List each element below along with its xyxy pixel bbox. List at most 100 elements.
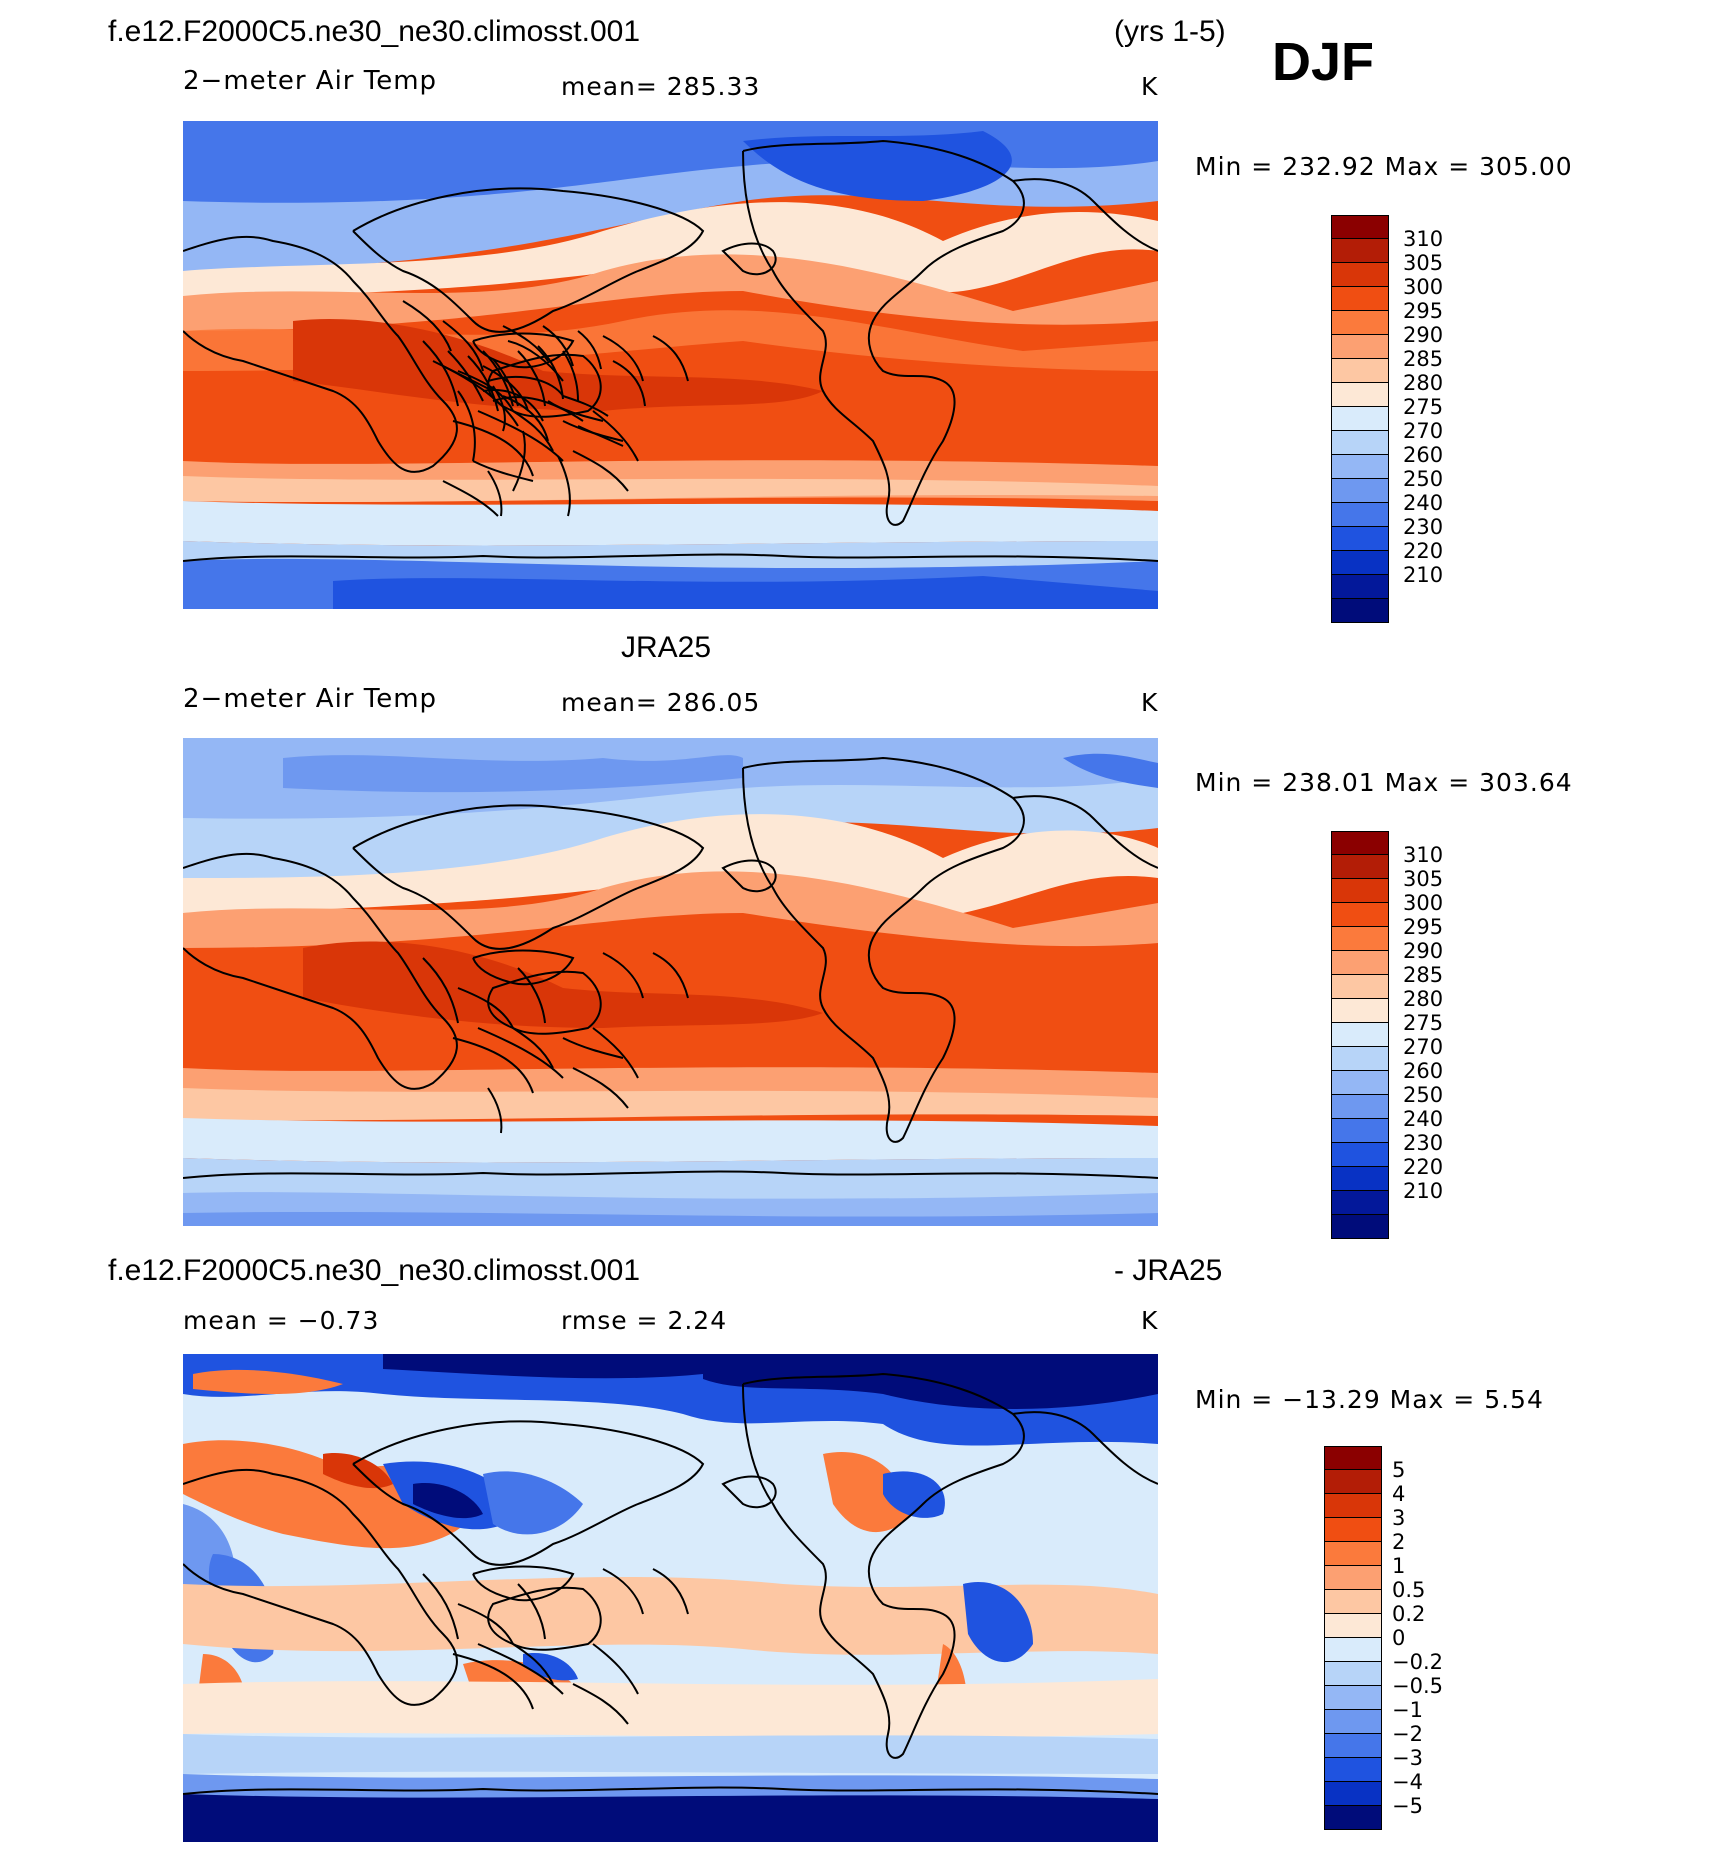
- colorbar-label: 300: [1403, 891, 1444, 915]
- colorbar-swatch: [1324, 1758, 1382, 1782]
- colorbar-swatch: [1331, 855, 1389, 879]
- panel2-variable: 2−meter Air Temp: [183, 684, 438, 714]
- colorbar-label: 300: [1403, 275, 1444, 299]
- colorbar-swatch: [1324, 1566, 1382, 1590]
- colorbar-label: −2: [1392, 1722, 1423, 1746]
- colorbar-swatch: [1331, 575, 1389, 599]
- colorbar-label: 4: [1392, 1482, 1406, 1506]
- colorbar-swatch: [1331, 1023, 1389, 1047]
- colorbar-label: 305: [1403, 251, 1444, 275]
- colorbar-label: 260: [1403, 443, 1444, 467]
- colorbar-label: 290: [1403, 939, 1444, 963]
- panel2-mean: mean= 286.05: [561, 688, 761, 717]
- colorbar-label: 290: [1403, 323, 1444, 347]
- panel1-variable: 2−meter Air Temp: [183, 66, 438, 96]
- panel3-title-right: - JRA25: [1114, 1254, 1223, 1287]
- colorbar-swatch: [1324, 1638, 1382, 1662]
- colorbar-label: 295: [1403, 915, 1444, 939]
- panel3-minmax: Min = −13.29 Max = 5.54: [1195, 1385, 1544, 1414]
- panel3-mean: mean = −0.73: [183, 1306, 380, 1335]
- panel2-colorbar: 310 305 300 295 290 285 280 275 270 260 250 240 230 2…: [1331, 831, 1443, 1239]
- case-title: f.e12.F2000C5.ne30_ne30.climosst.001: [108, 15, 641, 48]
- colorbar-swatch: [1331, 527, 1389, 551]
- colorbar-swatch: [1324, 1806, 1382, 1830]
- colorbar-swatch: [1331, 999, 1389, 1023]
- colorbar-swatch: [1331, 927, 1389, 951]
- colorbar-label: 2: [1392, 1530, 1406, 1554]
- colorbar-swatch: [1331, 551, 1389, 575]
- colorbar-label: −4: [1392, 1770, 1423, 1794]
- colorbar-label: 260: [1403, 1059, 1444, 1083]
- colorbar-swatch: [1331, 239, 1389, 263]
- colorbar-label: 220: [1403, 539, 1444, 563]
- colorbar-label: 3: [1392, 1506, 1406, 1530]
- colorbar-label: 220: [1403, 1155, 1444, 1179]
- colorbar-swatch: [1331, 831, 1389, 855]
- colorbar-label: 270: [1403, 1035, 1444, 1059]
- colorbar-label: 0: [1392, 1626, 1406, 1650]
- colorbar-label: 5: [1392, 1458, 1406, 1482]
- colorbar-swatch: [1324, 1662, 1382, 1686]
- colorbar-swatch: [1331, 455, 1389, 479]
- colorbar-label: 210: [1403, 1179, 1444, 1203]
- colorbar-swatch: [1331, 903, 1389, 927]
- colorbar-swatch: [1324, 1542, 1382, 1566]
- colorbar-swatch: [1331, 407, 1389, 431]
- colorbar-label: 240: [1403, 1107, 1444, 1131]
- colorbar-swatch: [1331, 1071, 1389, 1095]
- colorbar-swatch: [1331, 431, 1389, 455]
- panel1-colorbar: 310 305 300 295 290 285 280 275 270 260 250 240 230 2…: [1331, 215, 1443, 623]
- colorbar-swatch: [1331, 1191, 1389, 1215]
- panel3-title-left: f.e12.F2000C5.ne30_ne30.climosst.001: [108, 1254, 641, 1287]
- colorbar-label: 295: [1403, 299, 1444, 323]
- colorbar-swatch: [1331, 215, 1389, 239]
- panel2-minmax: Min = 238.01 Max = 303.64: [1195, 768, 1573, 797]
- colorbar-swatch: [1331, 359, 1389, 383]
- colorbar-label: 280: [1403, 371, 1444, 395]
- colorbar-label: −0.2: [1392, 1650, 1443, 1674]
- colorbar-swatch: [1331, 503, 1389, 527]
- panel3-rmse: rmse = 2.24: [561, 1306, 728, 1335]
- colorbar-swatch: [1331, 335, 1389, 359]
- colorbar-swatch: [1331, 263, 1389, 287]
- colorbar-label: 0.2: [1392, 1602, 1426, 1626]
- colorbar-swatch: [1324, 1686, 1382, 1710]
- colorbar-swatch: [1324, 1710, 1382, 1734]
- colorbar-swatch: [1324, 1446, 1382, 1470]
- colorbar-swatch: [1331, 951, 1389, 975]
- colorbar-swatch: [1331, 975, 1389, 999]
- colorbar-swatch: [1331, 1215, 1389, 1239]
- colorbar-label: 1: [1392, 1554, 1406, 1578]
- colorbar-label: 210: [1403, 563, 1444, 587]
- colorbar-label: 305: [1403, 867, 1444, 891]
- panel2-temperature-map: [183, 738, 1158, 1226]
- panel2-title: JRA25: [621, 631, 712, 664]
- panel3-units: K: [1141, 1306, 1159, 1335]
- colorbar-swatch: [1331, 1119, 1389, 1143]
- colorbar-label: 250: [1403, 467, 1444, 491]
- colorbar-swatch: [1331, 383, 1389, 407]
- colorbar-swatch: [1324, 1782, 1382, 1806]
- colorbar-swatch: [1331, 1167, 1389, 1191]
- colorbar-swatch: [1331, 287, 1389, 311]
- colorbar-label: 285: [1403, 347, 1444, 371]
- colorbar-swatch: [1331, 879, 1389, 903]
- years-label: (yrs 1-5): [1114, 15, 1226, 48]
- colorbar-label: −3: [1392, 1746, 1423, 1770]
- colorbar-label: −1: [1392, 1698, 1423, 1722]
- colorbar-swatch: [1324, 1494, 1382, 1518]
- panel2-units: K: [1141, 688, 1159, 717]
- colorbar-label: 240: [1403, 491, 1444, 515]
- colorbar-swatch: [1331, 479, 1389, 503]
- colorbar-swatch: [1331, 1047, 1389, 1071]
- colorbar-label: 310: [1403, 227, 1444, 251]
- colorbar-label: −0.5: [1392, 1674, 1443, 1698]
- panel1-minmax: Min = 232.92 Max = 305.00: [1195, 152, 1573, 181]
- colorbar-swatch: [1331, 1143, 1389, 1167]
- colorbar-swatch: [1324, 1734, 1382, 1758]
- colorbar-label: 310: [1403, 843, 1444, 867]
- colorbar-swatch: [1331, 599, 1389, 623]
- panel1-mean: mean= 285.33: [561, 72, 761, 101]
- colorbar-swatch: [1324, 1614, 1382, 1638]
- colorbar-swatch: [1331, 311, 1389, 335]
